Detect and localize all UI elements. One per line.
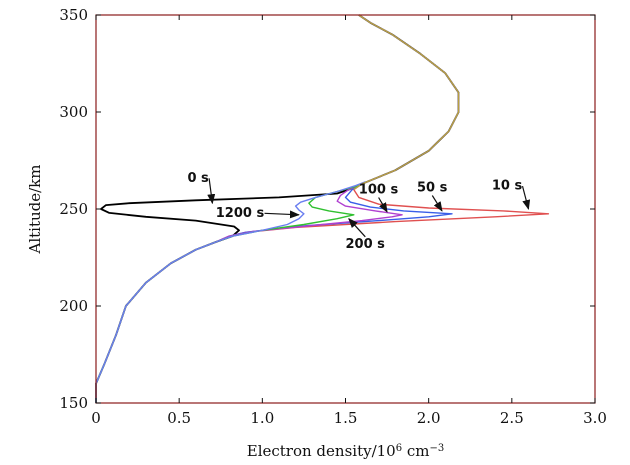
annotation-arrow [378,197,388,213]
x-tick-label: 0.5 [167,409,191,427]
annotation-arrow [348,217,366,238]
series-line-upper-envelope [353,14,460,191]
y-tick-label: 150 [59,394,88,412]
annotation-label: 50 s [417,181,448,196]
annotation-label: 10 s [492,179,523,194]
annotation-label: 200 s [346,237,386,252]
y-tick-label: 200 [59,297,88,315]
x-tick-label: 2.0 [417,409,441,427]
annotation-arrow [521,185,531,210]
y-tick-label: 300 [59,103,88,121]
series-line-1200-s [95,181,366,403]
x-tick-label: 3.0 [583,409,607,427]
annotation-layer: 0 s 10 s 50 s 100 s 1200 s 200 s [187,171,531,252]
annotation-arrow [431,195,443,212]
x-tick-label: 0 [91,409,101,427]
x-tick-label: 1.0 [250,409,274,427]
y-tick-label: 350 [59,6,88,24]
annotation-label: 0 s [187,171,209,186]
x-tick-label: 1.5 [334,409,358,427]
annotation-label: 100 s [359,182,399,197]
x-axis-title: Electron density/106 cm−3 [247,442,445,460]
y-tick-label: 250 [59,200,88,218]
plot-background [96,15,595,403]
annotation-arrow [264,210,300,219]
y-axis-title: Altitude/km [26,165,44,255]
series-layer [95,14,550,403]
x-tick-label: 2.5 [500,409,524,427]
annotation-arrow [207,178,216,205]
tick-layer: 0 0.5 1.0 1.5 2.0 2.5 3.0 150 200 250 300 350 [59,6,607,427]
annotation-label: 1200 s [216,206,265,221]
